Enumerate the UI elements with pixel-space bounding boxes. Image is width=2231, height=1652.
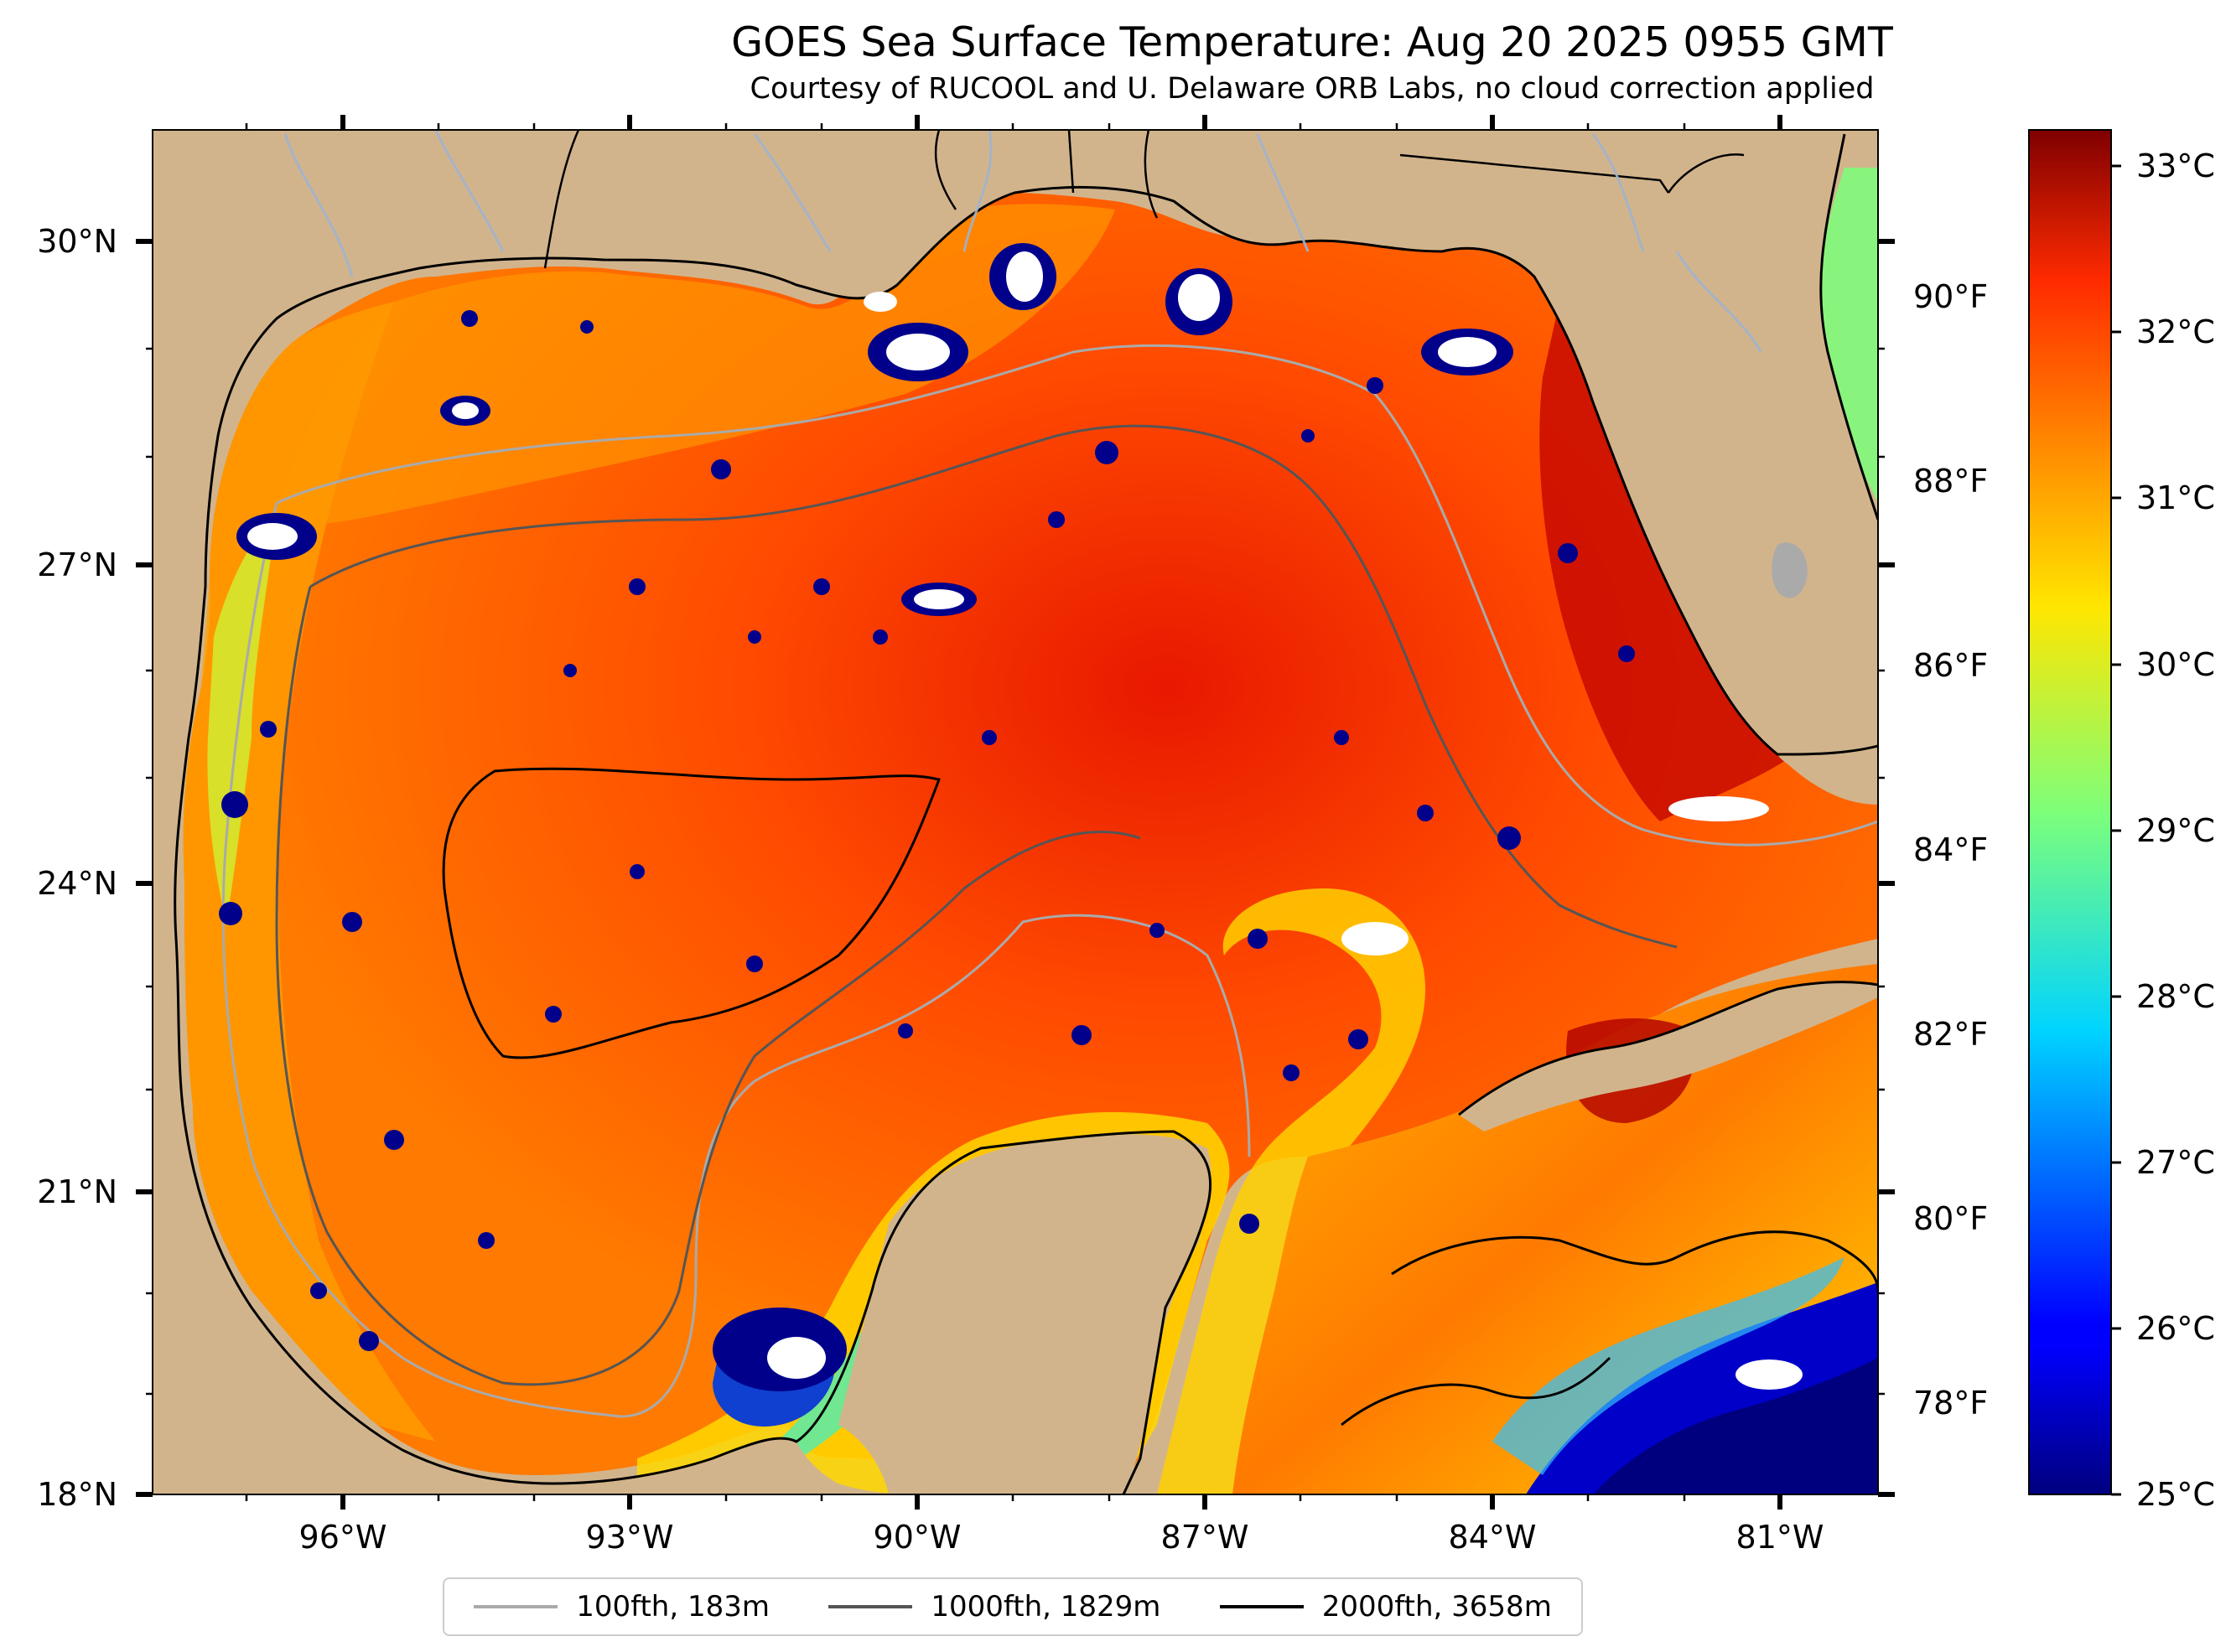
f-label-90: 90°F	[1913, 278, 1989, 315]
map-area	[153, 130, 1878, 1494]
legend-swatch-1000fth	[828, 1605, 913, 1608]
coastline-cuba	[1458, 981, 1878, 1116]
f-label-84: 84°F	[1913, 831, 1989, 868]
map-subtitle: Courtesy of RUCOOL and U. Delaware ORB L…	[750, 72, 1875, 106]
colorbar-ticks	[2111, 164, 2121, 1496]
cb-label-31c: 31°C	[2136, 479, 2215, 516]
f-label-86: 86°F	[1913, 647, 1989, 684]
caribbean-cyan-band	[1492, 1257, 1844, 1475]
colorbar	[2028, 129, 2112, 1495]
coastline	[204, 185, 1878, 756]
contour-1000fth	[275, 424, 1678, 1386]
lat-label-18n: 18°N	[37, 1476, 117, 1513]
western-shelf-cool	[207, 511, 277, 922]
legend-item-100fth: 100fth, 183m	[474, 1590, 770, 1624]
f-label-80: 80°F	[1913, 1200, 1989, 1237]
legend-label-1000fth: 1000fth, 1829m	[931, 1590, 1161, 1624]
legend-label-100fth: 100fth, 183m	[576, 1590, 770, 1624]
lon-label-81w: 81°W	[1736, 1519, 1824, 1556]
lon-label-93w: 93°W	[585, 1519, 674, 1556]
loop-current-inflow	[1157, 888, 1425, 1494]
lon-label-84w: 84°W	[1448, 1519, 1537, 1556]
cloud-contamination-patches	[236, 243, 1803, 1391]
lake-okeechobee	[1772, 542, 1808, 598]
map-frame	[152, 129, 1879, 1495]
cb-label-28c: 28°C	[2136, 978, 2215, 1015]
yucatan-land	[838, 1134, 1211, 1494]
lon-label-96w: 96°W	[298, 1519, 387, 1556]
cb-label-29c: 29°C	[2136, 812, 2215, 849]
cb-label-33c: 33°C	[2136, 148, 2215, 184]
state-borders	[543, 130, 1745, 269]
cb-label-25c: 25°C	[2136, 1476, 2215, 1513]
bathymetry-legend: 100fth, 183m 1000fth, 1829m 2000fth, 365…	[443, 1577, 1583, 1636]
south-florida-land	[1777, 746, 1878, 805]
mexico-land	[153, 738, 922, 1494]
lat-label-30n: 30°N	[37, 223, 117, 260]
us-gulf-coast-land	[153, 130, 1878, 770]
legend-swatch-2000fth	[1219, 1605, 1304, 1608]
campeche-cold-band	[738, 1140, 1157, 1484]
legend-item-1000fth: 1000fth, 1829m	[828, 1590, 1160, 1624]
f-label-78: 78°F	[1913, 1385, 1989, 1422]
cb-label-32c: 32°C	[2136, 313, 2215, 350]
lat-label-27n: 27°N	[37, 546, 117, 583]
f-label-82: 82°F	[1913, 1016, 1989, 1053]
map-title: GOES Sea Surface Temperature: Aug 20 202…	[731, 18, 1893, 66]
cb-label-26c: 26°C	[2136, 1310, 2215, 1347]
lat-label-21n: 21°N	[37, 1173, 117, 1210]
cb-label-27c: 27°C	[2136, 1144, 2215, 1181]
cold-speckles	[219, 310, 1635, 1351]
lon-label-87w: 87°W	[1160, 1519, 1249, 1556]
cuba-land	[1459, 981, 1878, 1132]
caribbean-cold-core	[1593, 1358, 1878, 1494]
contour-100fth	[221, 344, 1878, 1418]
northern-shelf	[277, 204, 1115, 525]
cb-label-30c: 30°C	[2136, 646, 2215, 683]
legend-label-2000fth: 2000fth, 3658m	[1321, 1590, 1552, 1624]
legend-swatch-100fth	[474, 1605, 558, 1608]
coastline-west	[174, 586, 1212, 1494]
f-label-88: 88°F	[1913, 463, 1989, 500]
lat-ticks	[136, 239, 1895, 1497]
lat-label-24n: 24°N	[37, 865, 117, 902]
lon-ticks	[340, 115, 1782, 1510]
contour-2000fth	[442, 767, 1878, 1427]
rivers	[283, 130, 1762, 353]
minor-ticks	[146, 123, 1885, 1501]
gulf-water	[183, 193, 1878, 1494]
lon-label-90w: 90°W	[873, 1519, 962, 1556]
legend-item-2000fth: 2000fth, 3658m	[1219, 1590, 1552, 1624]
coastline-florida-east	[1819, 133, 1878, 520]
